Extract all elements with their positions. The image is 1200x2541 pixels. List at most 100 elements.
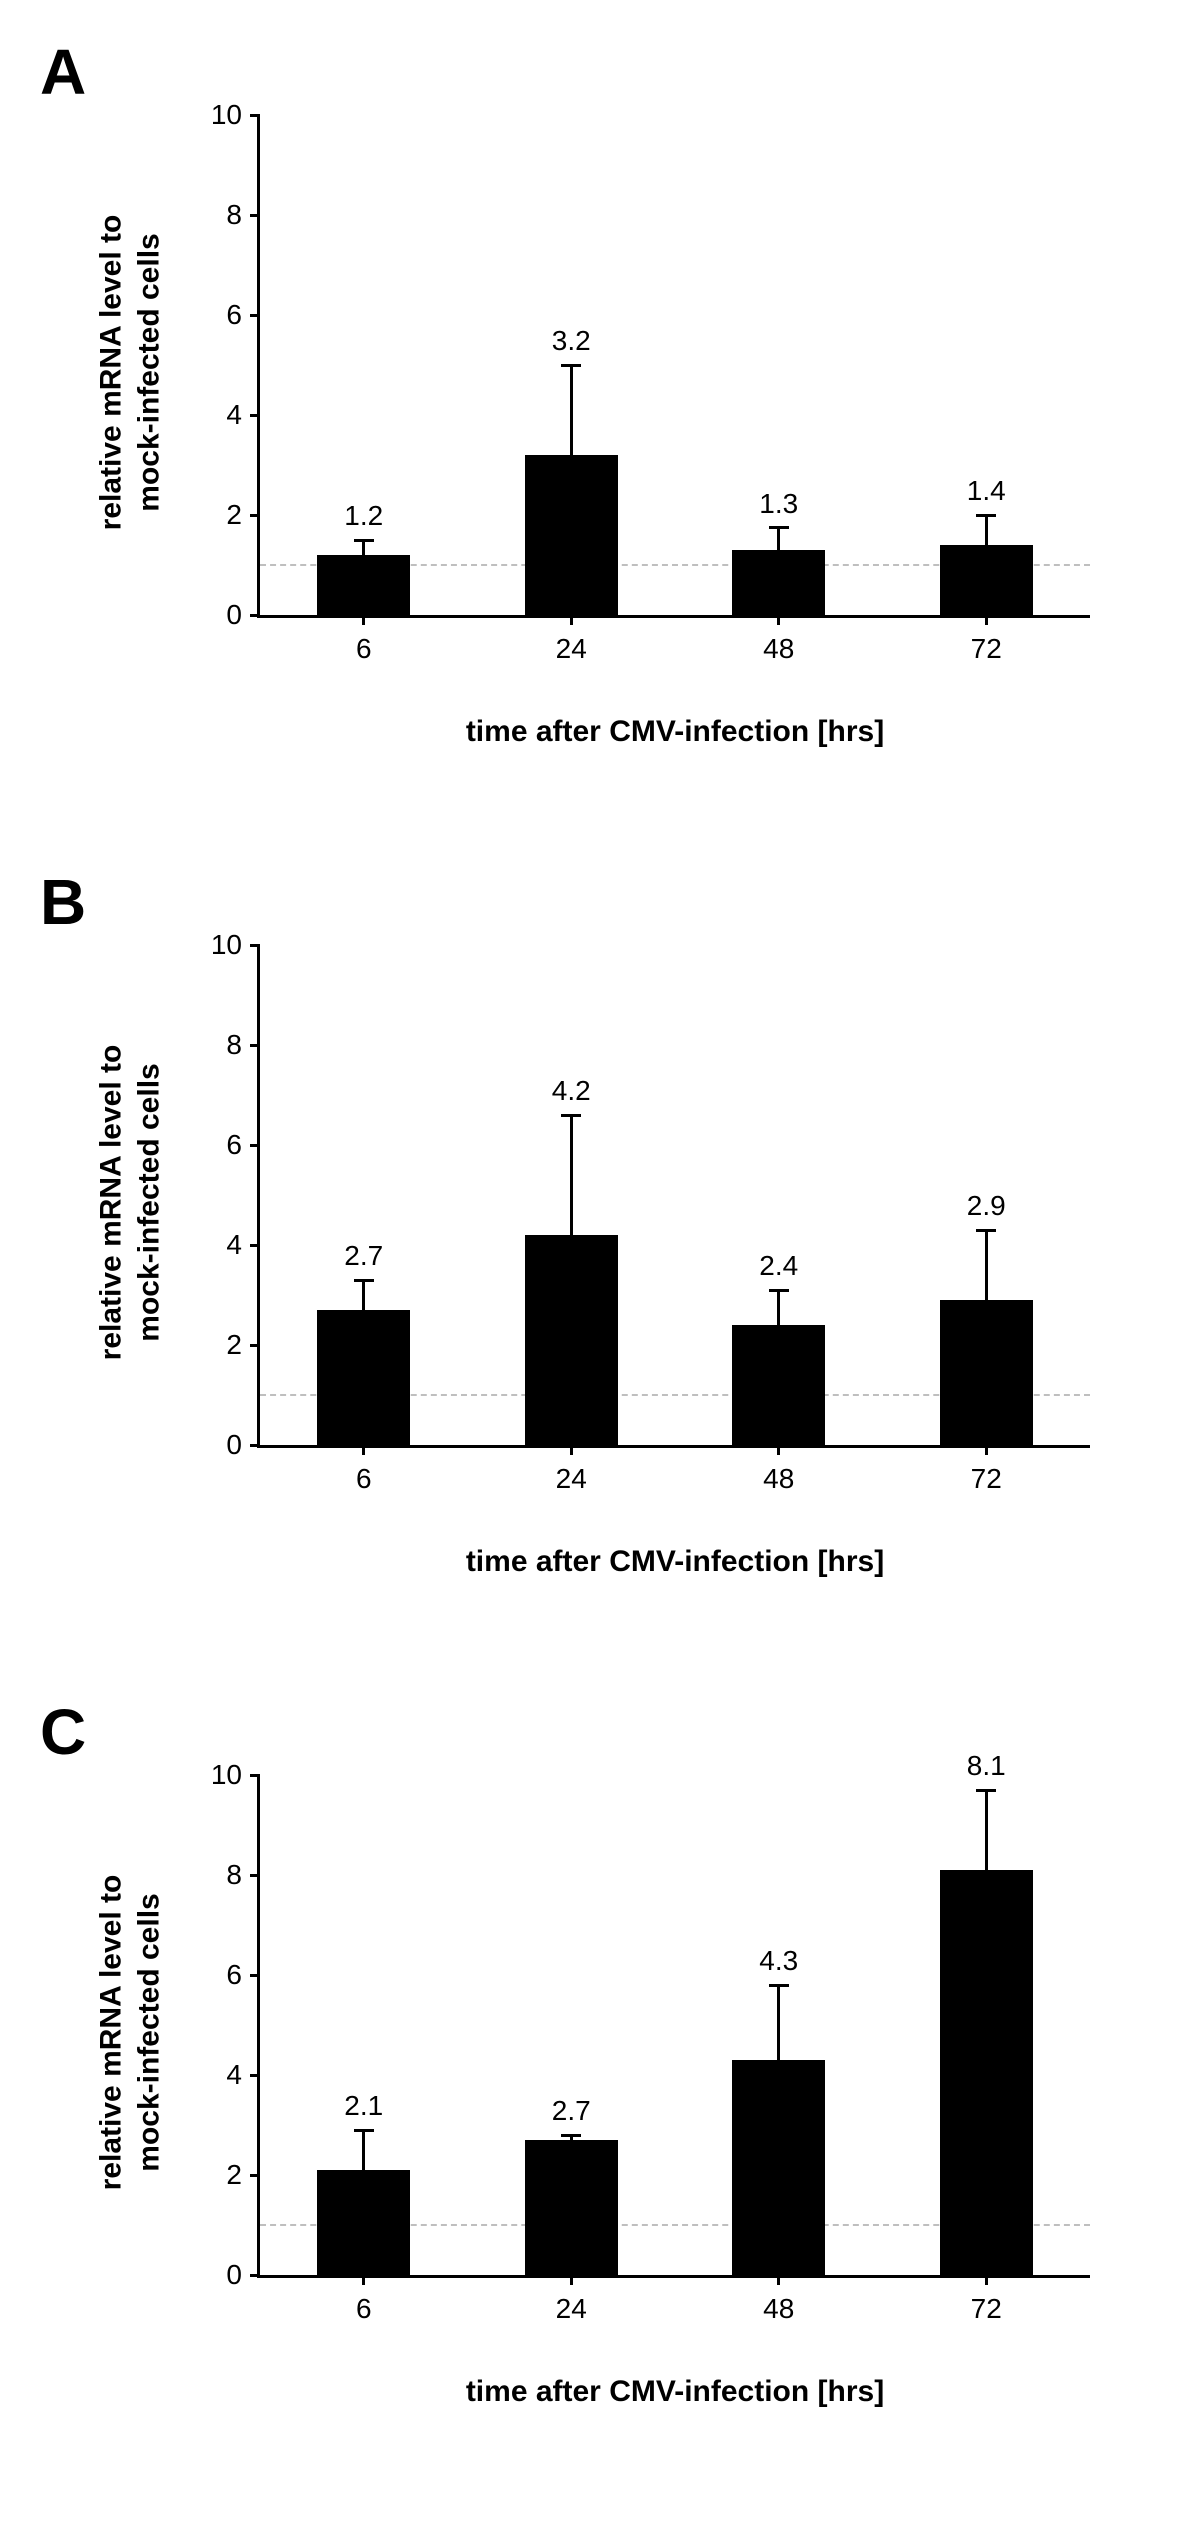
error-cap (354, 1279, 374, 1282)
y-tick-label: 6 (226, 1959, 242, 1991)
x-tick-label: 72 (946, 2293, 1026, 2325)
x-tick-label: 6 (324, 1463, 404, 1495)
y-tick-label: 0 (226, 1429, 242, 1461)
bar (940, 545, 1033, 615)
y-tick-label: 10 (211, 99, 242, 131)
y-tick-label: 8 (226, 1859, 242, 1891)
bar-value-label: 1.2 (324, 500, 404, 532)
bar-value-label: 1.3 (739, 488, 819, 520)
bar-value-label: 2.9 (946, 1190, 1026, 1222)
x-axis (257, 1445, 1090, 1448)
y-axis (257, 1775, 260, 2278)
error-cap (769, 1984, 789, 1987)
y-tick-label: 8 (226, 199, 242, 231)
error-bar (362, 1280, 365, 1310)
bar (732, 1325, 825, 1445)
y-axis-label-line1: relative mRNA level to (95, 1875, 128, 2191)
y-tick-label: 2 (226, 499, 242, 531)
error-bar (777, 528, 780, 551)
y-tick-label: 10 (211, 929, 242, 961)
y-tick-label: 0 (226, 599, 242, 631)
y-tick-label: 4 (226, 399, 242, 431)
y-axis-label: relative mRNA level tomock-infected cell… (93, 1003, 168, 1403)
bar-value-label: 2.7 (531, 2095, 611, 2127)
bar-value-label: 2.7 (324, 1240, 404, 1272)
error-cap (769, 1289, 789, 1292)
x-tick-label: 48 (739, 1463, 819, 1495)
y-tick-label: 2 (226, 2159, 242, 2191)
x-axis (257, 2275, 1090, 2278)
error-bar (362, 2130, 365, 2170)
panel-b: B2.764.2242.4482.9720246810relative mRNA… (0, 850, 1200, 1680)
y-tick-label: 10 (211, 1759, 242, 1791)
y-tick-label: 2 (226, 1329, 242, 1361)
x-axis-label: time after CMV-infection [hrs] (260, 715, 1090, 749)
error-cap (354, 539, 374, 542)
bar (732, 550, 825, 615)
figure-container: A1.263.2241.3481.4720246810relative mRNA… (0, 0, 1200, 2530)
y-axis-label-line1: relative mRNA level to (95, 215, 128, 531)
bar (940, 1870, 1033, 2275)
bar (317, 2170, 410, 2275)
bar (525, 1235, 618, 1445)
error-cap (561, 364, 581, 367)
error-bar (570, 365, 573, 455)
error-bar (985, 1790, 988, 1870)
bar-value-label: 2.1 (324, 2090, 404, 2122)
error-bar (777, 1290, 780, 1325)
bar-value-label: 3.2 (531, 325, 611, 357)
bar-value-label: 8.1 (946, 1750, 1026, 1782)
bar (525, 455, 618, 615)
bar (940, 1300, 1033, 1445)
panel-letter: A (40, 35, 86, 109)
x-tick-label: 24 (531, 2293, 611, 2325)
panel-letter: B (40, 865, 86, 939)
x-tick-label: 48 (739, 2293, 819, 2325)
x-tick-label: 72 (946, 1463, 1026, 1495)
error-cap (769, 526, 789, 529)
error-bar (570, 1115, 573, 1235)
y-tick-label: 6 (226, 299, 242, 331)
error-bar (777, 1985, 780, 2060)
error-cap (976, 1789, 996, 1792)
bar-value-label: 4.2 (531, 1075, 611, 1107)
x-tick-label: 72 (946, 633, 1026, 665)
bar (525, 2140, 618, 2275)
y-axis (257, 945, 260, 1448)
y-axis-label-line2: mock-infected cells (132, 1063, 165, 1341)
bar-value-label: 4.3 (739, 1945, 819, 1977)
y-tick-label: 6 (226, 1129, 242, 1161)
y-tick-label: 0 (226, 2259, 242, 2291)
x-tick-label: 24 (531, 1463, 611, 1495)
y-axis-label: relative mRNA level tomock-infected cell… (93, 1833, 168, 2233)
error-bar (985, 1230, 988, 1300)
x-axis (257, 615, 1090, 618)
bar (317, 1310, 410, 1445)
x-axis-label: time after CMV-infection [hrs] (260, 2375, 1090, 2409)
y-axis-label: relative mRNA level tomock-infected cell… (93, 173, 168, 573)
error-cap (354, 2129, 374, 2132)
y-axis (257, 115, 260, 618)
error-bar (362, 540, 365, 555)
panel-a: A1.263.2241.3481.4720246810relative mRNA… (0, 20, 1200, 850)
y-tick-label: 8 (226, 1029, 242, 1061)
error-cap (976, 1229, 996, 1232)
error-cap (976, 514, 996, 517)
x-tick-label: 6 (324, 633, 404, 665)
bar-value-label: 1.4 (946, 475, 1026, 507)
y-tick-label: 4 (226, 1229, 242, 1261)
y-axis-label-line2: mock-infected cells (132, 1893, 165, 2171)
y-axis-label-line2: mock-infected cells (132, 233, 165, 511)
x-axis-label: time after CMV-infection [hrs] (260, 1545, 1090, 1579)
y-tick-label: 4 (226, 2059, 242, 2091)
bar-value-label: 2.4 (739, 1250, 819, 1282)
x-tick-label: 24 (531, 633, 611, 665)
x-tick-label: 6 (324, 2293, 404, 2325)
panel-c: C2.162.7244.3488.1720246810relative mRNA… (0, 1680, 1200, 2510)
bar (317, 555, 410, 615)
error-bar (985, 515, 988, 545)
panel-letter: C (40, 1695, 86, 1769)
x-tick-label: 48 (739, 633, 819, 665)
bar (732, 2060, 825, 2275)
error-cap (561, 2134, 581, 2137)
